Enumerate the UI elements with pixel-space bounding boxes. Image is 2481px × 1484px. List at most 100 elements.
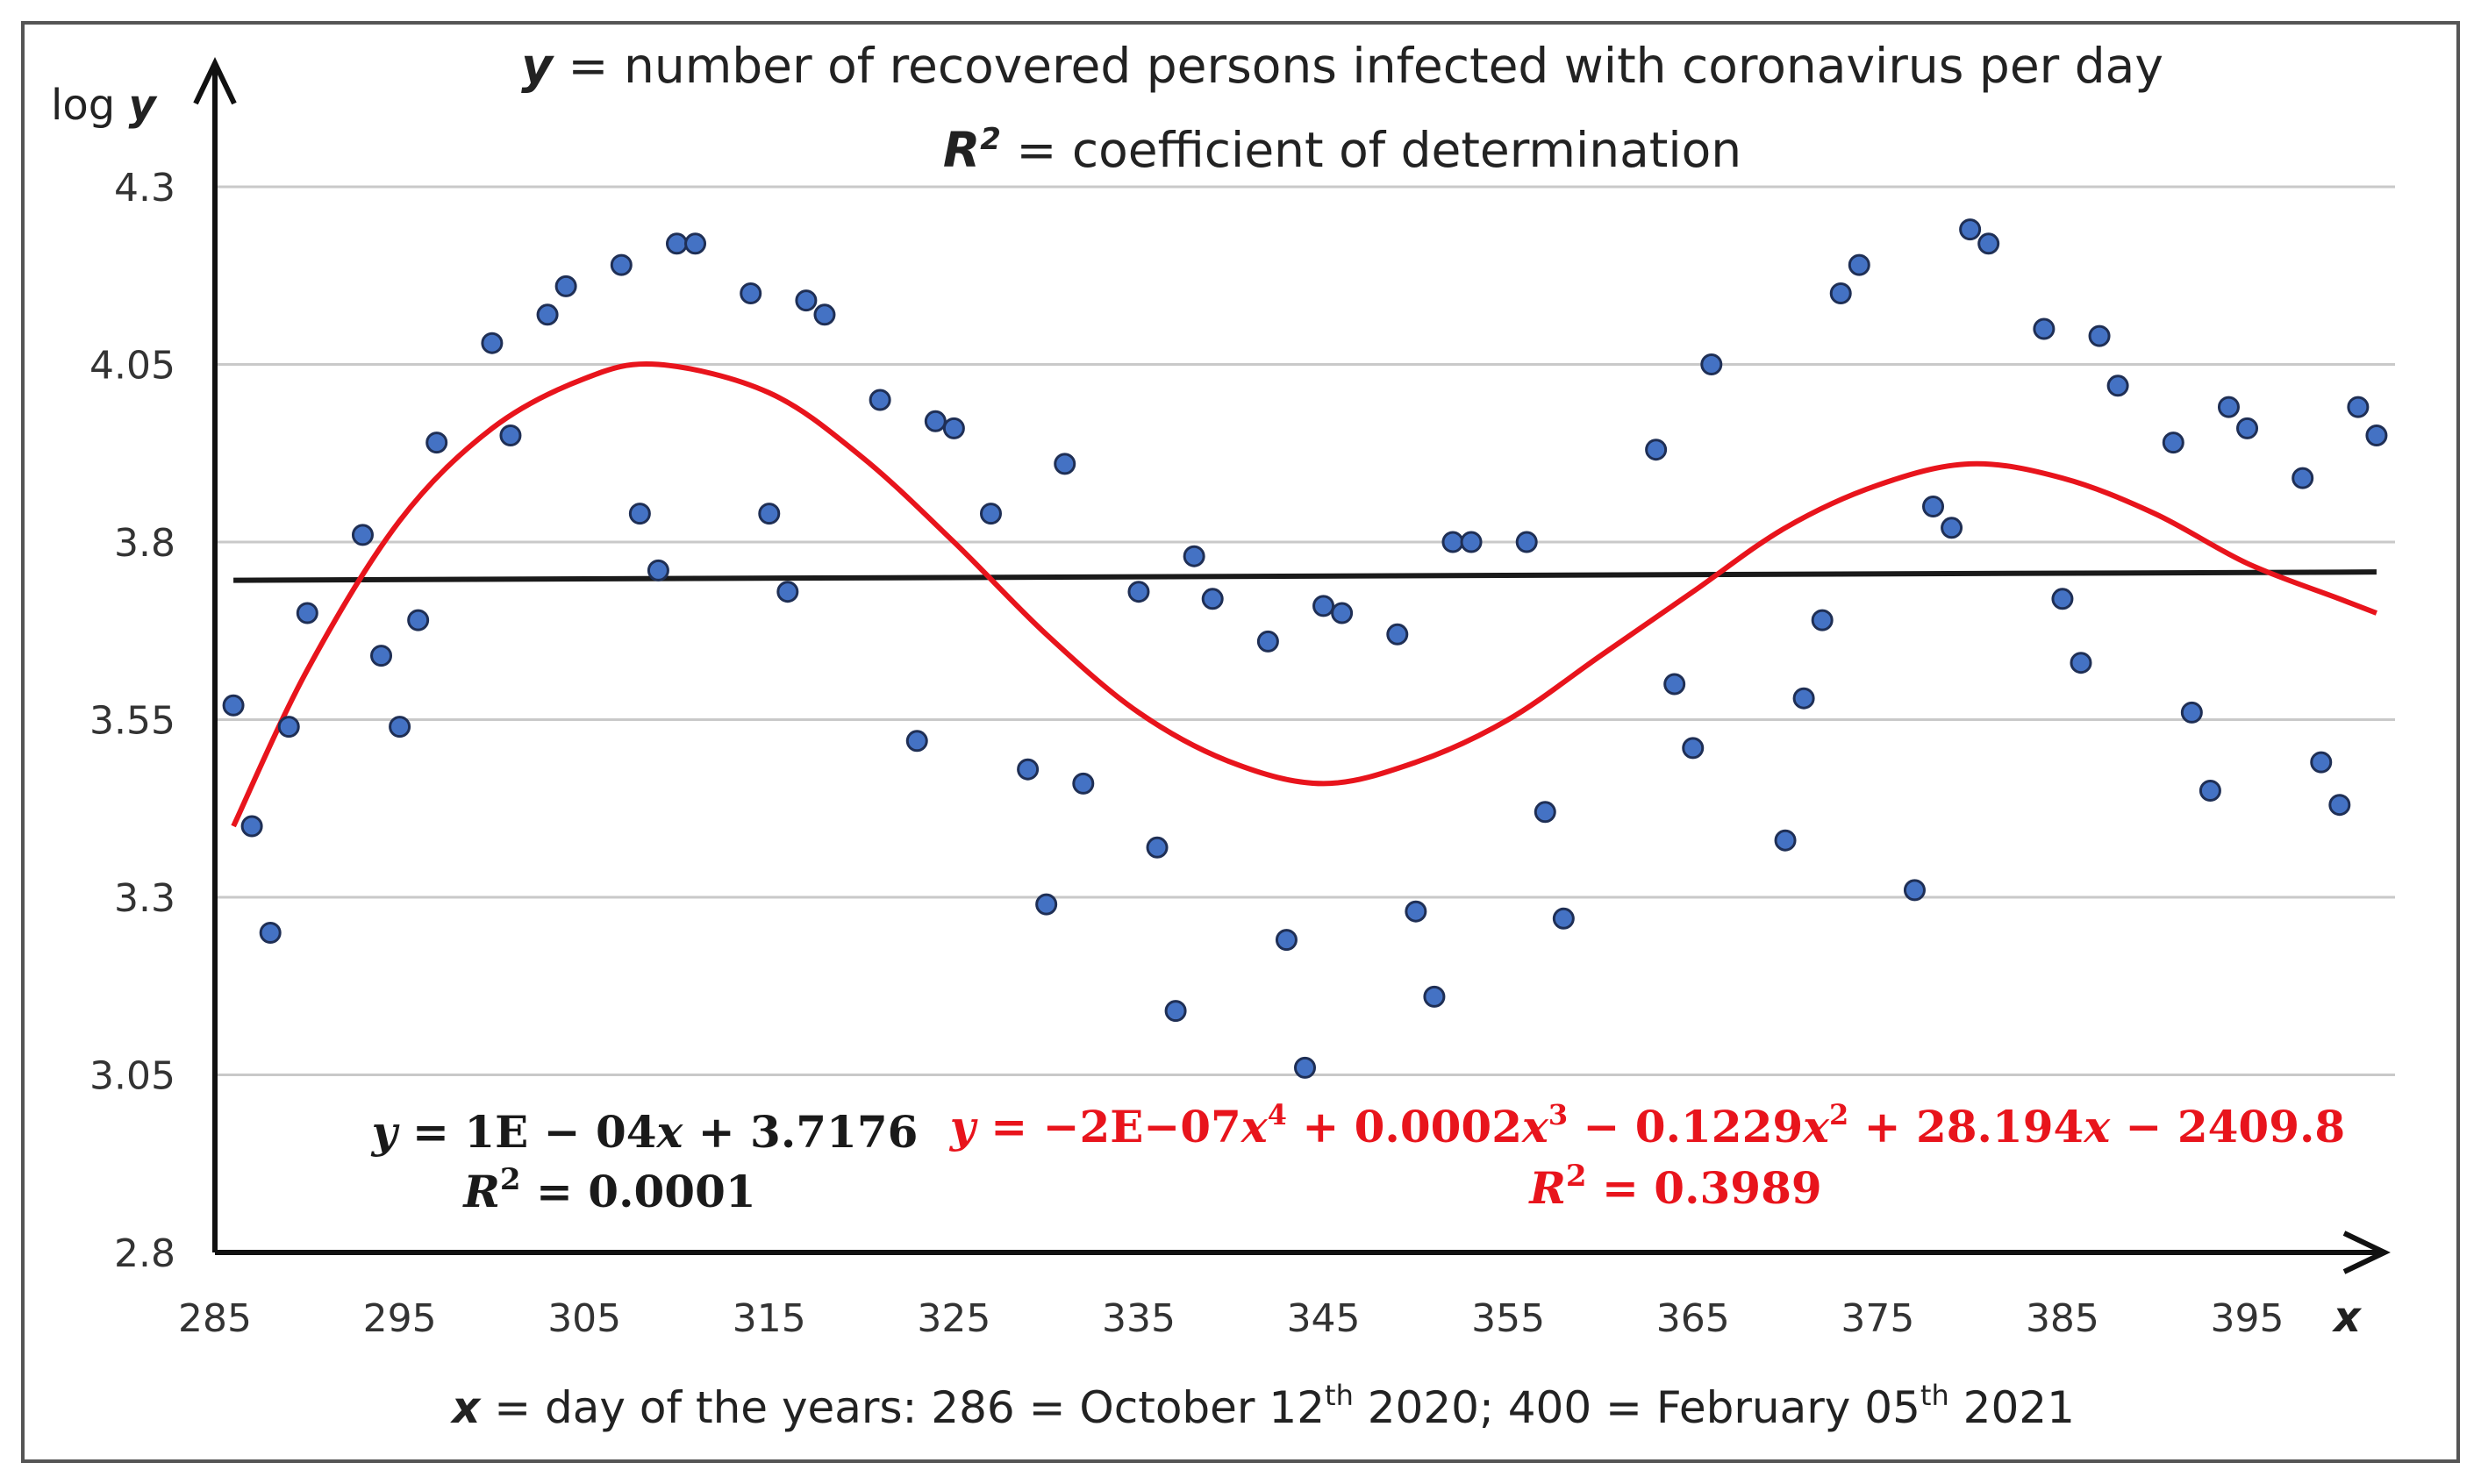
quartic-eq-b: + 0.0002 [1287,1101,1522,1152]
data-point [2180,701,2203,724]
quartic-eq-p2: 2 [1829,1098,1848,1131]
data-point [1922,496,1945,517]
linear-r2-value: = 0.0001 [521,1166,756,1217]
data-point [1017,758,1040,781]
quartic-r2-sup: 2 [1566,1159,1587,1194]
x-axis-label: x [2332,1293,2363,1342]
x-tick-label: 305 [547,1296,621,1341]
data-point [222,694,245,717]
data-point [740,282,762,304]
x-tick-label: 385 [2026,1296,2099,1341]
data-point [1072,772,1095,795]
data-point [628,503,651,525]
quartic-r2-label: R [1527,1162,1566,1214]
y-tick-label: 2.8 [114,1231,175,1276]
data-point [1682,737,1705,760]
x-tick-label: 285 [178,1296,252,1341]
data-point [407,609,430,631]
y-axis-arrowhead [193,57,237,105]
data-point [240,815,263,838]
data-point [2070,652,2092,674]
data-point [296,602,318,624]
linear-r2-label: R [461,1166,500,1217]
data-point [905,730,928,753]
data-point [1774,829,1797,852]
data-point [758,503,781,525]
data-point [2199,780,2221,802]
data-point [536,303,559,326]
data-point [1405,900,1427,923]
data-point [499,425,522,446]
x-tick-label: 395 [2211,1296,2284,1341]
x-tick-label: 365 [1656,1296,1730,1341]
data-point [259,922,282,944]
axes [193,57,2391,1274]
x-tick-label: 325 [917,1296,990,1341]
y-tick-label: 3.55 [89,699,175,744]
data-point [1183,545,1205,567]
data-point [1811,609,1834,631]
title-r-sup: 2 [980,122,1001,157]
data-point [2236,417,2259,439]
data-point [795,289,818,312]
data-point [1663,673,1686,696]
annotation-text1: = day of the years: 286 = October 12 [480,1382,1325,1433]
y-tick-label: 4.05 [89,344,175,389]
annotation-text2: 2020; 400 = February 05 [1354,1382,1920,1433]
y-axis-label-prefix: log [51,81,128,130]
data-point [1534,801,1556,824]
linear-eq-intercept: + 3.7176 [683,1106,918,1158]
title-line2-text: = coefficient of determination [1001,122,1741,178]
linear-r2: R2 = 0.0001 [461,1162,755,1217]
annotation-text3: 2021 [1949,1382,2075,1433]
data-point [1552,907,1575,930]
y-tick-label: 4.3 [114,166,175,210]
data-point [1035,893,1058,916]
data-point [1959,218,1982,241]
data-point [1201,588,1224,610]
chart-title-line1: y = number of recovered persons infected… [521,38,2163,94]
quartic-eq-a: = −2E−07 [976,1101,1241,1152]
x-tick-label: 355 [1471,1296,1545,1341]
data-point [647,559,669,581]
quartic-eq-p3: 3 [1548,1098,1568,1131]
data-point [942,417,965,439]
title-y-var: y [521,38,554,94]
data-point [2088,325,2111,347]
data-point [1294,1056,1316,1079]
quartic-eq-x2: x [1802,1101,1830,1152]
data-point [1977,232,2000,255]
quartic-eq-x4: x [1240,1101,1269,1152]
linear-eq-coef: = 1E − 04 [397,1106,657,1158]
quartic-eq-d: + 28.194 [1848,1101,2084,1152]
data-point [924,410,947,432]
data-point [351,524,374,546]
data-point [1386,623,1409,646]
data-point [1792,687,1815,710]
data-point [1941,517,1963,539]
data-point [2292,467,2314,489]
x-axis-annotation: x = day of the years: 286 = October 12th… [449,1379,2075,1433]
quartic-eq-x1: x [2083,1101,2111,1152]
data-point [1645,439,1668,461]
data-point [1423,985,1446,1008]
y-tick-label: 3.3 [114,876,175,921]
data-point [277,716,300,738]
linear-eq-x: x [656,1106,684,1158]
data-point [1164,1000,1187,1023]
data-point [1256,630,1279,653]
data-point [1312,595,1335,617]
quartic-eq-e: − 2409.8 [2110,1101,2345,1152]
gridlines [215,185,2395,1076]
linear-eq-lhs: y [371,1106,400,1158]
data-point [1441,531,1464,553]
data-point [2051,588,2074,610]
data-point [2310,751,2333,774]
data-point [481,332,504,354]
data-point [1903,879,1926,902]
quartic-r2-value: = 0.3989 [1587,1162,1822,1214]
quartic-eq-c: − 0.1229 [1568,1101,1803,1152]
data-point [1515,531,1538,553]
title-line1-text: = number of recovered persons infected w… [553,38,2163,94]
